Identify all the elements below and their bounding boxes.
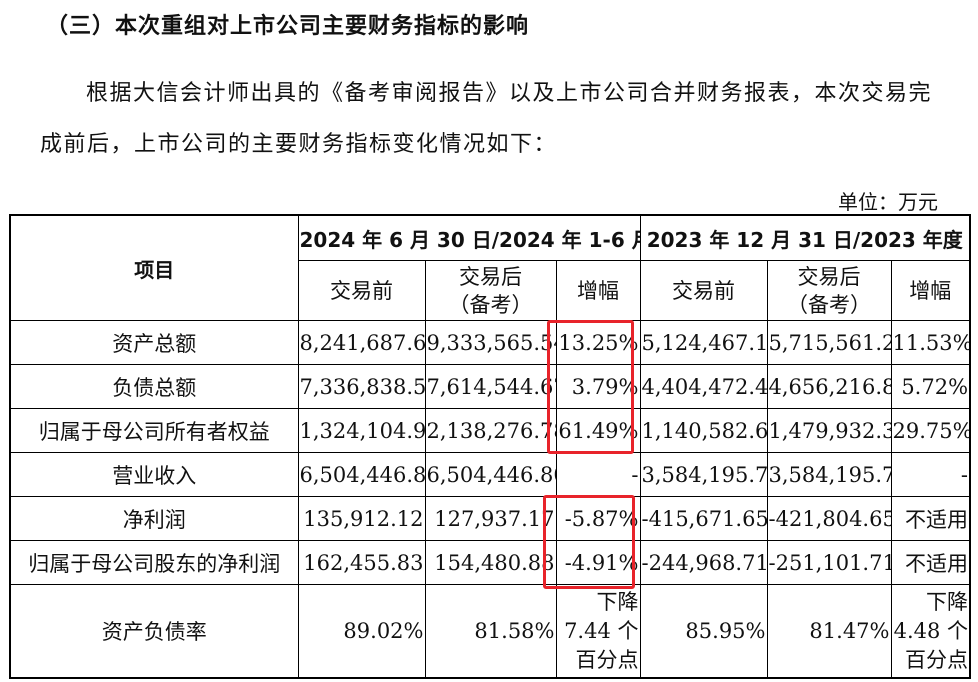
cell: 7,614,544.67 [424,364,557,409]
cell: 29.75% [890,408,971,453]
cell: 127,937.17 [424,496,557,541]
cell: 135,912.12 [297,496,426,541]
cell: 不适用 [890,540,971,585]
cell: 81.58% [424,584,557,679]
cell: 6,504,446.80 [424,452,557,497]
financial-indicators-table: 项目 2024 年 6 月 30 日/2024 年 1-6 月 2023 年 1… [9,214,972,679]
cell: 9,333,565.54 [424,320,557,365]
cell: 61.49% [555,408,641,453]
table-row-parent-net-profit: 归属于母公司股东的净利润 162,455.83 154,480.88 -4.91… [9,540,971,585]
cell: 5.72% [890,364,971,409]
cell: 81.47% [766,584,892,679]
cell: - [890,452,971,497]
row-label: 归属于母公司所有者权益 [9,408,299,453]
col-after-2023: 交易后 （备考） [766,260,892,321]
row-label: 营业收入 [9,452,299,497]
cell: 5,124,467.11 [639,320,768,365]
table-row-debt-ratio: 资产负债率 89.02% 81.58% 下降 7.44 个百分点 85.95% … [9,584,971,679]
section-heading: （三）本次重组对上市公司主要财务指标的影响 [46,14,530,39]
cell: 11.53% [890,320,971,365]
col-before-2024: 交易前 [297,260,426,321]
cell: -244,968.71 [639,540,768,585]
cell: 89.02% [297,584,426,679]
cell: 1,324,104.96 [297,408,426,453]
unit-label: 单位：万元 [838,190,938,214]
col-change-2023: 增幅 [890,260,971,321]
row-label: 归属于母公司股东的净利润 [9,540,299,585]
cell: -251,101.71 [766,540,892,585]
cell: 4,656,216.81 [766,364,892,409]
cell: 1,140,582.62 [639,408,768,453]
cell: 5,715,561.20 [766,320,892,365]
col-before-2023: 交易前 [639,260,768,321]
cell: 不适用 [890,496,971,541]
cell: 下降 4.48 个百分点 [890,584,971,679]
cell: 下降 7.44 个百分点 [555,584,641,679]
cell: -415,671.65 [639,496,768,541]
table-row-total-assets: 资产总额 8,241,687.61 9,333,565.54 13.25% 5,… [9,320,971,365]
cell: 8,241,687.61 [297,320,426,365]
row-label: 资产负债率 [9,584,299,679]
cell: -421,804.65 [766,496,892,541]
cell: - [555,452,641,497]
table-row-parent-equity: 归属于母公司所有者权益 1,324,104.96 2,138,276.78 61… [9,408,971,453]
cell: 7,336,838.56 [297,364,426,409]
row-label: 资产总额 [9,320,299,365]
cell: -4.91% [555,540,641,585]
header-row-columns: 交易前 交易后 （备考） 增幅 交易前 交易后 （备考） 增幅 [10,260,971,321]
row-label: 净利润 [9,496,299,541]
col-change-2024: 增幅 [555,260,641,321]
cell: 6,504,446.80 [297,452,426,497]
cell: -5.87% [555,496,641,541]
cell: 85.95% [639,584,768,679]
cell: 162,455.83 [297,540,426,585]
item-header: 项目 [9,214,299,321]
table-row-total-liabilities: 负债总额 7,336,838.56 7,614,544.67 3.79% 4,4… [9,364,971,409]
cell: 3,584,195.79 [766,452,892,497]
cell: 13.25% [555,320,641,365]
cell: 1,479,932.38 [766,408,892,453]
cell: 4,404,472.48 [639,364,768,409]
col-after-2024: 交易后 （备考） [424,260,557,321]
header-row-periods: 项目 2024 年 6 月 30 日/2024 年 1-6 月 2023 年 1… [9,214,971,321]
cell: 2,138,276.78 [424,408,557,453]
table-row-revenue: 营业收入 6,504,446.80 6,504,446.80 - 3,584,1… [9,452,971,497]
cell: 3.79% [555,364,641,409]
row-label: 负债总额 [9,364,299,409]
cell: 154,480.88 [424,540,557,585]
cell: 3,584,195.79 [639,452,768,497]
period-header-2023: 2023 年 12 月 31 日/2023 年度 [639,214,971,261]
intro-paragraph: 根据大信会计师出具的《备考审阅报告》以及上市公司合并财务报表，本次交易完成前后，… [40,81,933,157]
period-header-2024: 2024 年 6 月 30 日/2024 年 1-6 月 [297,214,641,261]
table-row-net-profit: 净利润 135,912.12 127,937.17 -5.87% -415,67… [9,496,971,541]
